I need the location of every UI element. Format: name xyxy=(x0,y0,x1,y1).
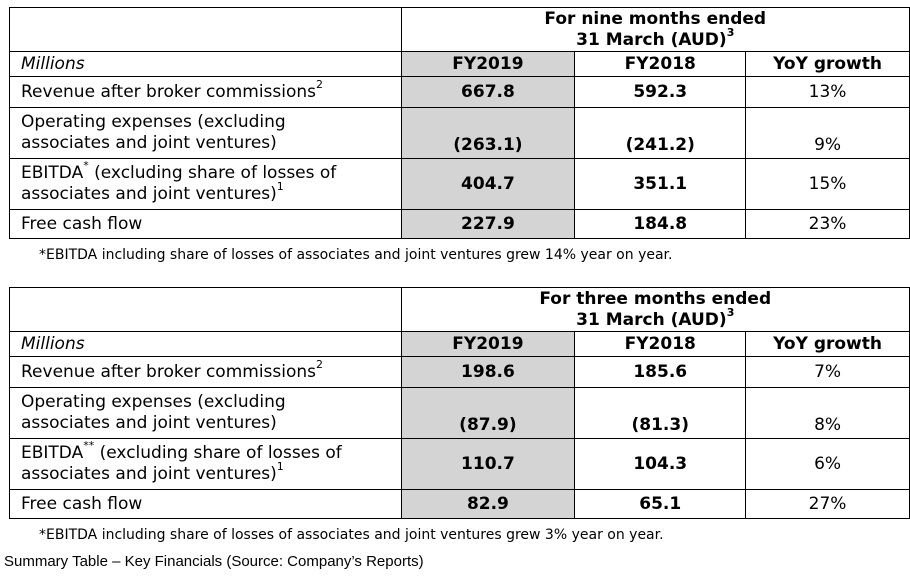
row-label: Operating expenses (excluding associates … xyxy=(9,387,402,439)
column-header-row: Millions FY2019 FY2018 YoY growth xyxy=(9,331,910,357)
fy2018-value: 185.6 xyxy=(574,356,747,388)
row-label: Revenue after broker commissions2 xyxy=(9,76,402,108)
blank-header-cell xyxy=(9,7,402,52)
col-header-fy2019: FY2019 xyxy=(400,51,576,77)
fy2019-value: (87.9) xyxy=(400,387,576,439)
table-row: EBITDA* (excluding share of losses of ass… xyxy=(9,158,910,210)
table-row: Revenue after broker commissions2 667.8 … xyxy=(9,76,910,108)
fy2019-value: 198.6 xyxy=(400,356,576,388)
footnote: *EBITDA including share of losses of ass… xyxy=(39,247,673,263)
fy2019-value: 227.9 xyxy=(400,209,576,239)
growth-value: 15% xyxy=(745,158,910,210)
period-line2: 31 March (AUD)3 xyxy=(576,305,735,330)
fy2019-value: 667.8 xyxy=(400,76,576,108)
period-header: For three months ended 31 March (AUD)3 xyxy=(400,287,910,332)
table-row: Free cash flow 227.9 184.8 23% xyxy=(9,209,910,239)
units-label: Millions xyxy=(9,331,402,357)
col-header-fy2018: FY2018 xyxy=(574,51,747,77)
fy2018-value: 351.1 xyxy=(574,158,747,210)
col-header-fy2019: FY2019 xyxy=(400,331,576,357)
period-line2: 31 March (AUD)3 xyxy=(576,25,735,50)
units-label: Millions xyxy=(9,51,402,77)
fy2019-value: 404.7 xyxy=(400,158,576,210)
row-label: EBITDA** (excluding share of losses of as… xyxy=(9,438,402,490)
column-header-row: Millions FY2019 FY2018 YoY growth xyxy=(9,51,910,77)
period-header-row: For nine months ended 31 March (AUD)3 xyxy=(9,7,910,52)
row-label: Operating expenses (excluding associates … xyxy=(9,107,402,159)
period-header-row: For three months ended 31 March (AUD)3 xyxy=(9,287,910,332)
fy2018-value: 65.1 xyxy=(574,489,747,519)
figure-caption: Summary Table – Key Financials (Source: … xyxy=(4,553,424,570)
growth-value: 7% xyxy=(745,356,910,388)
col-header-growth: YoY growth xyxy=(745,331,910,357)
blank-header-cell xyxy=(9,287,402,332)
fy2018-value: (241.2) xyxy=(574,107,747,159)
growth-value: 13% xyxy=(745,76,910,108)
growth-value: 27% xyxy=(745,489,910,519)
footnote: *EBITDA including share of losses of ass… xyxy=(39,527,664,543)
fy2019-value: 82.9 xyxy=(400,489,576,519)
period-line1: For nine months ended xyxy=(544,8,767,29)
growth-value: 23% xyxy=(745,209,910,239)
fy2019-value: (263.1) xyxy=(400,107,576,159)
table-row: Revenue after broker commissions2 198.6 … xyxy=(9,356,910,388)
fy2018-value: 104.3 xyxy=(574,438,747,490)
fy2019-value: 110.7 xyxy=(400,438,576,490)
col-header-fy2018: FY2018 xyxy=(574,331,747,357)
table-row: Free cash flow 82.9 65.1 27% xyxy=(9,489,910,519)
fy2018-value: (81.3) xyxy=(574,387,747,439)
financials-table-three-months: For three months ended 31 March (AUD)3 M… xyxy=(9,287,910,519)
period-line1: For three months ended xyxy=(539,288,772,309)
financials-table-nine-months: For nine months ended 31 March (AUD)3 Mi… xyxy=(9,7,910,239)
row-label: EBITDA* (excluding share of losses of ass… xyxy=(9,158,402,210)
row-label: Revenue after broker commissions2 xyxy=(9,356,402,388)
growth-value: 9% xyxy=(745,107,910,159)
fy2018-value: 592.3 xyxy=(574,76,747,108)
fy2018-value: 184.8 xyxy=(574,209,747,239)
period-header: For nine months ended 31 March (AUD)3 xyxy=(400,7,910,52)
growth-value: 8% xyxy=(745,387,910,439)
table-row: EBITDA** (excluding share of losses of as… xyxy=(9,438,910,490)
growth-value: 6% xyxy=(745,438,910,490)
table-row: Operating expenses (excluding associates … xyxy=(9,387,910,439)
row-label: Free cash flow xyxy=(9,489,402,519)
col-header-growth: YoY growth xyxy=(745,51,910,77)
row-label: Free cash flow xyxy=(9,209,402,239)
table-row: Operating expenses (excluding associates … xyxy=(9,107,910,159)
